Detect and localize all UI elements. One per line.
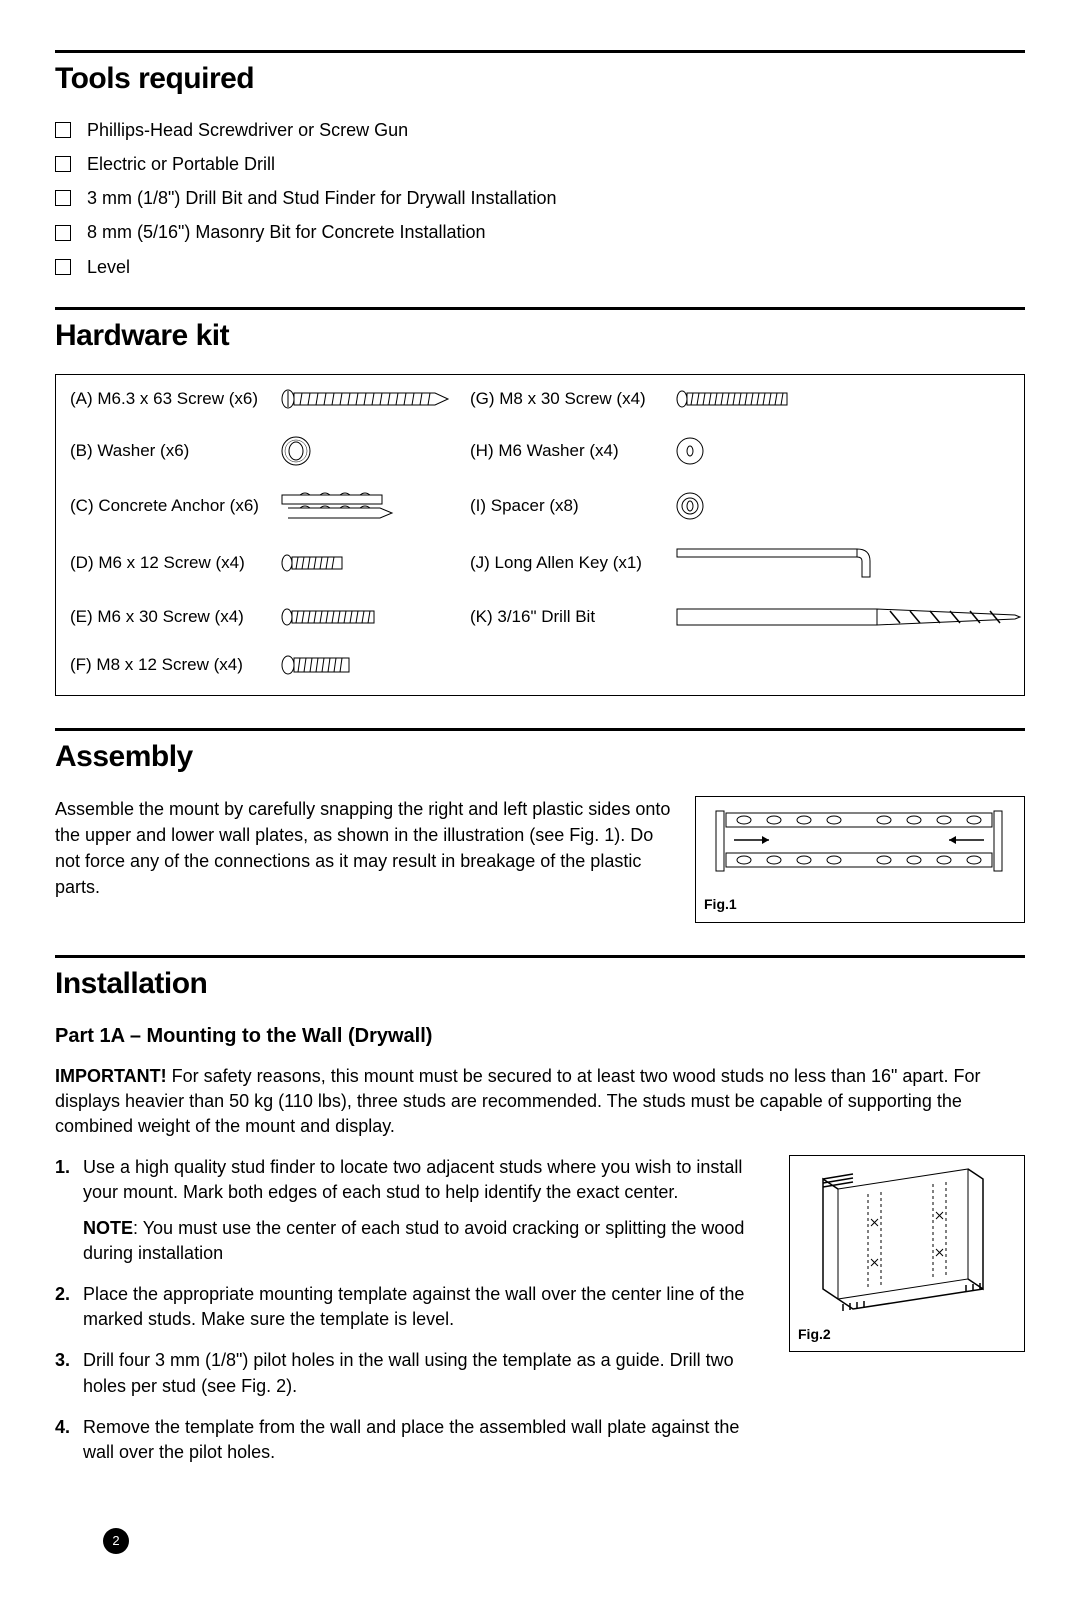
drill-bit-icon bbox=[675, 605, 1025, 629]
hw-label-e: (E) M6 x 30 Screw (x4) bbox=[70, 606, 280, 629]
tool-label: 8 mm (5/16") Masonry Bit for Concrete In… bbox=[87, 220, 486, 244]
assembly-text: Assemble the mount by carefully snapping… bbox=[55, 796, 675, 923]
important-text: IMPORTANT! For safety reasons, this moun… bbox=[55, 1064, 1025, 1140]
screw-m8-12-icon bbox=[280, 653, 470, 677]
hw-label-a: (A) M6.3 x 63 Screw (x6) bbox=[70, 388, 280, 411]
fig1-box: Fig.1 bbox=[695, 796, 1025, 923]
screw-m6-30-icon bbox=[280, 606, 470, 628]
divider bbox=[55, 728, 1025, 731]
hw-label-c: (C) Concrete Anchor (x6) bbox=[70, 495, 280, 518]
checkbox-icon bbox=[55, 122, 71, 138]
tool-label: Electric or Portable Drill bbox=[87, 152, 275, 176]
hw-label-i: (I) Spacer (x8) bbox=[470, 495, 675, 518]
hw-label-h: (H) M6 Washer (x4) bbox=[470, 440, 675, 463]
step-3: Drill four 3 mm (1/8") pilot holes in th… bbox=[55, 1348, 771, 1398]
divider bbox=[55, 307, 1025, 310]
step-2: Place the appropriate mounting template … bbox=[55, 1282, 771, 1332]
washer-large-icon bbox=[280, 435, 470, 467]
anchor-icon bbox=[280, 491, 470, 521]
step-text: Drill four 3 mm (1/8") pilot holes in th… bbox=[83, 1350, 734, 1395]
step-4: Remove the template from the wall and pl… bbox=[55, 1415, 771, 1465]
allen-key-icon bbox=[675, 545, 1025, 581]
tool-item: 8 mm (5/16") Masonry Bit for Concrete In… bbox=[55, 220, 1025, 244]
installation-title: Installation bbox=[55, 964, 1025, 1005]
divider bbox=[55, 955, 1025, 958]
tool-item: Level bbox=[55, 255, 1025, 279]
hw-label-f: (F) M8 x 12 Screw (x4) bbox=[70, 654, 280, 677]
hw-label-d: (D) M6 x 12 Screw (x4) bbox=[70, 552, 280, 575]
screw-m6-12-icon bbox=[280, 552, 470, 574]
screw-m8-30-icon bbox=[675, 388, 1025, 410]
hardware-box: (A) M6.3 x 63 Screw (x6) (G) M8 x 30 Scr… bbox=[55, 374, 1025, 696]
tool-label: 3 mm (1/8") Drill Bit and Stud Finder fo… bbox=[87, 186, 557, 210]
hw-label-j: (J) Long Allen Key (x1) bbox=[470, 552, 675, 575]
tools-title: Tools required bbox=[55, 59, 1025, 100]
tool-item: 3 mm (1/8") Drill Bit and Stud Finder fo… bbox=[55, 186, 1025, 210]
tool-item: Electric or Portable Drill bbox=[55, 152, 1025, 176]
hw-label-g: (G) M8 x 30 Screw (x4) bbox=[470, 388, 675, 411]
fig2-label: Fig.2 bbox=[798, 1325, 1016, 1344]
note-body: : You must use the center of each stud t… bbox=[83, 1218, 744, 1263]
fig2-box: Fig.2 bbox=[789, 1155, 1025, 1352]
checkbox-icon bbox=[55, 190, 71, 206]
important-body: For safety reasons, this mount must be s… bbox=[55, 1066, 980, 1136]
hw-label-b: (B) Washer (x6) bbox=[70, 440, 280, 463]
fig1-diagram bbox=[704, 805, 1014, 885]
install-steps: Use a high quality stud finder to locate… bbox=[55, 1155, 771, 1465]
tools-list: Phillips-Head Screwdriver or Screw Gun E… bbox=[55, 118, 1025, 279]
note-label: NOTE bbox=[83, 1218, 133, 1238]
checkbox-icon bbox=[55, 156, 71, 172]
divider bbox=[55, 50, 1025, 53]
hw-label-k: (K) 3/16" Drill Bit bbox=[470, 606, 675, 629]
spacer-icon bbox=[675, 491, 1025, 521]
assembly-title: Assembly bbox=[55, 737, 1025, 778]
installation-subtitle: Part 1A – Mounting to the Wall (Drywall) bbox=[55, 1023, 1025, 1050]
fig1-label: Fig.1 bbox=[704, 895, 1016, 914]
hardware-title: Hardware kit bbox=[55, 316, 1025, 357]
fig2-diagram bbox=[798, 1164, 1014, 1314]
tool-item: Phillips-Head Screwdriver or Screw Gun bbox=[55, 118, 1025, 142]
screw-long-icon bbox=[280, 387, 470, 411]
step-text: Place the appropriate mounting template … bbox=[83, 1284, 744, 1329]
checkbox-icon bbox=[55, 225, 71, 241]
step-text: Remove the template from the wall and pl… bbox=[83, 1417, 739, 1462]
step-1: Use a high quality stud finder to locate… bbox=[55, 1155, 771, 1266]
washer-small-icon bbox=[675, 436, 1025, 466]
important-label: IMPORTANT! bbox=[55, 1066, 167, 1086]
step-text: Use a high quality stud finder to locate… bbox=[83, 1157, 742, 1202]
step-note: NOTE: You must use the center of each st… bbox=[83, 1216, 771, 1266]
tool-label: Phillips-Head Screwdriver or Screw Gun bbox=[87, 118, 408, 142]
tool-label: Level bbox=[87, 255, 130, 279]
checkbox-icon bbox=[55, 259, 71, 275]
